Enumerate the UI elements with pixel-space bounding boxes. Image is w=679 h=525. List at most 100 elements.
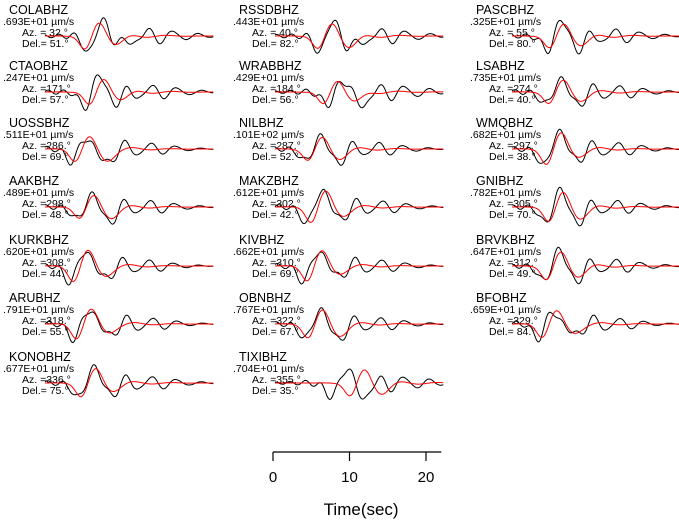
station-amplitude: .429E+01 µm/s: [233, 72, 304, 84]
station-amplitude: .735E+01 µm/s: [470, 72, 541, 84]
observed-trace: [511, 128, 679, 164]
station-distance: Del.= 40.°: [489, 94, 536, 106]
station-amplitude: .677E+01 µm/s: [3, 363, 74, 375]
synthetic-trace: [512, 192, 679, 222]
station-amplitude: .489E+01 µm/s: [3, 187, 74, 199]
station-distance: Del.= 69.°: [252, 268, 299, 280]
station-name: AAKBHZ: [9, 174, 59, 188]
synthetic-trace: [275, 309, 444, 339]
observed-trace: [44, 17, 214, 52]
synthetic-trace: [512, 23, 679, 49]
station-distance: Del.= 49.°: [489, 268, 536, 280]
station-panel: BFOBHZ.659E+01 µm/sAz. =329.°Del.= 84.°: [470, 291, 679, 343]
synthetic-trace: [275, 23, 444, 49]
synthetic-trace: [275, 250, 444, 282]
station-name: CTAOBHZ: [9, 59, 68, 73]
station-panel: BRVKBHZ.647E+01 µm/sAz. =312.°Del.= 49.°: [470, 233, 679, 285]
time-axis-ticks: 0 10 20: [269, 452, 434, 486]
station-distance: Del.= 70.°: [489, 209, 536, 221]
station-amplitude: .693E+01 µm/s: [3, 16, 74, 28]
observed-trace: [44, 251, 214, 286]
synthetic-trace: [45, 22, 214, 50]
synthetic-trace: [512, 310, 679, 338]
synthetic-trace: [512, 132, 679, 165]
station-amplitude: .511E+01 µm/s: [3, 129, 73, 141]
observed-trace: [511, 76, 679, 107]
observed-trace: [274, 81, 444, 109]
station-panel: KIVBHZ.662E+01 µm/sAz. =310.°Del.= 69.°: [233, 233, 444, 285]
station-panel: KONOBHZ.677E+01 µm/sAz. =336.°Del.= 75.°: [3, 350, 214, 398]
station-amplitude: .101E+02 µm/s: [233, 129, 304, 141]
station-distance: Del.= 57.°: [22, 94, 69, 106]
station-name: OBNBHZ: [239, 291, 291, 305]
station-panel: WRABBHZ.429E+01 µm/sAz. =184.°Del.= 56.°: [233, 59, 444, 109]
station-name: KURKBHZ: [9, 233, 69, 247]
time-axis: 0 10 20 Time(sec): [269, 451, 442, 519]
observed-trace: [511, 311, 679, 343]
station-amplitude: .682E+01 µm/s: [470, 129, 541, 141]
observed-trace: [44, 311, 214, 344]
station-distance: Del.= 51.°: [22, 38, 69, 50]
station-panel: COLABHZ.693E+01 µm/sAz. = 32.°Del.= 51.°: [3, 3, 214, 52]
observed-trace: [44, 74, 214, 111]
synthetic-trace: [45, 249, 214, 282]
station-distance: Del.= 48.°: [22, 209, 69, 221]
station-panel: AAKBHZ.489E+01 µm/sAz. =298.°Del.= 48.°: [3, 174, 214, 225]
observed-trace: [274, 19, 444, 54]
station-amplitude: .659E+01 µm/s: [470, 304, 541, 316]
observed-trace: [274, 188, 444, 225]
station-distance: Del.= 44.°: [22, 268, 69, 280]
station-panel: LSABHZ.735E+01 µm/sAz. =274.°Del.= 40.°: [470, 59, 679, 107]
station-name: PASCBHZ: [476, 3, 534, 17]
station-distance: Del.= 56.°: [252, 94, 299, 106]
station-amplitude: .325E+01 µm/s: [470, 16, 541, 28]
station-panel: GNIBHZ.782E+01 µm/sAz. =305.°Del.= 70.°: [470, 174, 679, 227]
station-distance: Del.= 82.°: [252, 38, 299, 50]
station-distance: Del.= 52.°: [252, 151, 299, 163]
station-distance: Del.= 75.°: [22, 385, 69, 397]
station-amplitude: .662E+01 µm/s: [233, 246, 304, 258]
station-distance: Del.= 84.°: [489, 326, 536, 338]
synthetic-trace: [45, 136, 214, 162]
station-name: LSABHZ: [476, 59, 525, 73]
station-distance: Del.= 38.°: [489, 151, 536, 163]
observed-trace: [44, 139, 214, 166]
station-distance: Del.= 35.°: [252, 385, 299, 397]
station-panel: TIXIBHZ.704E+01 µm/sAz. =355.°Del.= 35.°: [233, 350, 444, 400]
observed-trace: [274, 251, 444, 285]
station-amplitude: .704E+01 µm/s: [233, 363, 304, 375]
time-axis-tick-label: 10: [341, 469, 358, 486]
station-amplitude: .247E+01 µm/s: [3, 72, 74, 84]
station-panel: ARUBHZ.791E+01 µm/sAz. =318.°Del.= 55.°: [3, 291, 214, 344]
synthetic-trace: [45, 195, 214, 220]
station-distance: Del.= 55.°: [22, 326, 69, 338]
station-name: WMQBHZ: [476, 116, 533, 130]
station-distance: Del.= 67.°: [252, 326, 299, 338]
observed-trace: [44, 364, 214, 398]
station-name: UOSSBHZ: [9, 116, 70, 130]
station-panels: COLABHZ.693E+01 µm/sAz. = 32.°Del.= 51.°…: [3, 3, 679, 400]
time-axis-label: Time(sec): [324, 500, 399, 519]
station-name: BRVKBHZ: [476, 233, 535, 247]
station-amplitude: .782E+01 µm/s: [470, 187, 541, 199]
station-name: GNIBHZ: [476, 174, 524, 188]
station-name: KONOBHZ: [9, 350, 71, 364]
station-name: MAKZBHZ: [239, 174, 299, 188]
station-name: KIVBHZ: [239, 233, 285, 247]
station-panel: OBNBHZ.767E+01 µm/sAz. =322.°Del.= 67.°: [233, 291, 444, 341]
synthetic-trace: [275, 81, 444, 105]
station-amplitude: .647E+01 µm/s: [470, 246, 541, 258]
station-name: BFOBHZ: [476, 291, 527, 305]
station-amplitude: .791E+01 µm/s: [3, 304, 74, 316]
synthetic-trace: [45, 308, 214, 340]
station-panel: PASCBHZ.325E+01 µm/sAz. = 55.°Del.= 80.°: [470, 3, 679, 55]
station-name: ARUBHZ: [9, 291, 61, 305]
station-panel: UOSSBHZ.511E+01 µm/sAz. =286.°Del.= 69.°: [3, 116, 214, 166]
station-name: TIXIBHZ: [239, 350, 287, 364]
station-distance: Del.= 69.°: [22, 151, 69, 163]
station-panel: WMQBHZ.682E+01 µm/sAz. =297.°Del.= 38.°: [470, 116, 679, 165]
observed-trace: [274, 368, 444, 400]
synthetic-trace: [275, 369, 444, 397]
synthetic-trace: [45, 368, 214, 398]
